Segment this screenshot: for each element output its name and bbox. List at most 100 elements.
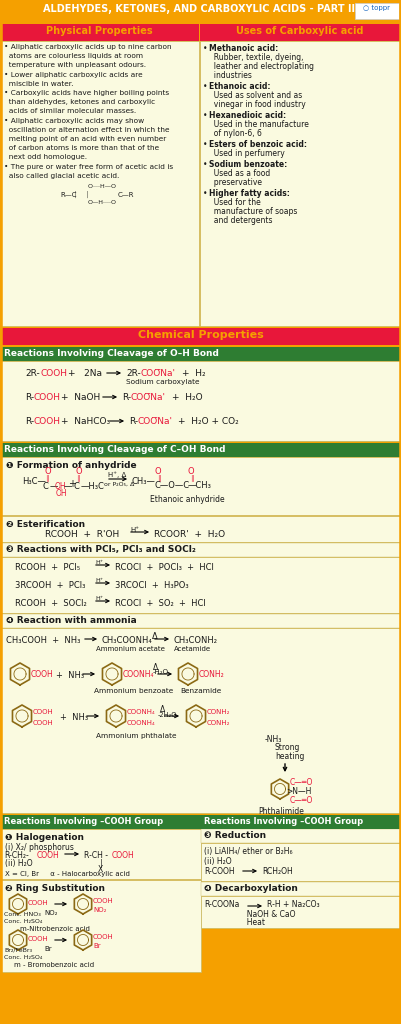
Text: CONH₂: CONH₂ <box>207 709 230 715</box>
Text: C—═O: C—═O <box>289 778 313 787</box>
Text: atoms are colourless liquids at room: atoms are colourless liquids at room <box>4 53 143 59</box>
Text: ○ toppr: ○ toppr <box>363 5 389 11</box>
FancyBboxPatch shape <box>1 628 400 813</box>
Text: R-: R- <box>25 417 34 426</box>
Text: >N—H: >N—H <box>285 787 311 796</box>
Text: COOH: COOH <box>33 709 54 715</box>
Text: RCOOR'  +  H₂O: RCOOR' + H₂O <box>154 530 225 539</box>
Text: •: • <box>203 160 209 169</box>
Text: COOH: COOH <box>37 851 60 860</box>
Text: —H₃C: —H₃C <box>81 482 105 490</box>
Text: -H₂O: -H₂O <box>153 669 168 675</box>
Text: RCOCl  +  SO₂  +  HCl: RCOCl + SO₂ + HCl <box>115 599 205 608</box>
FancyBboxPatch shape <box>200 882 400 896</box>
FancyBboxPatch shape <box>1 815 200 829</box>
Text: Rubber, textile, dyeing,: Rubber, textile, dyeing, <box>209 53 303 62</box>
FancyBboxPatch shape <box>1 443 400 457</box>
Text: C—═O: C—═O <box>289 796 313 805</box>
Text: COO̅Na': COO̅Na' <box>131 393 166 402</box>
Text: C: C <box>74 482 80 490</box>
Text: Uses of Carboxylic acid: Uses of Carboxylic acid <box>236 26 363 36</box>
Text: Used as a food: Used as a food <box>209 169 269 178</box>
Text: ❷ Ring Substitution: ❷ Ring Substitution <box>5 884 105 893</box>
Text: R-: R- <box>25 393 34 402</box>
FancyBboxPatch shape <box>200 815 400 829</box>
Text: CH₃COONH₄: CH₃COONH₄ <box>102 636 152 645</box>
Text: 2R-: 2R- <box>126 369 140 378</box>
Text: Ammonium phthalate: Ammonium phthalate <box>96 733 176 739</box>
FancyBboxPatch shape <box>1 328 400 345</box>
Text: Used as solvent and as: Used as solvent and as <box>209 91 302 100</box>
Text: (ii) H₂O: (ii) H₂O <box>203 857 231 866</box>
Text: H₃C—: H₃C— <box>22 477 46 486</box>
FancyBboxPatch shape <box>1 829 200 879</box>
Text: Phthalimide: Phthalimide <box>257 807 303 816</box>
Text: CH₃COOH  +  NH₃: CH₃COOH + NH₃ <box>6 636 80 645</box>
Text: +  H₂O: + H₂O <box>172 393 202 402</box>
Text: +  NH₃: + NH₃ <box>56 671 84 680</box>
Text: Esters of benzoic acid:: Esters of benzoic acid: <box>209 140 306 150</box>
Text: Ammonium benzoate: Ammonium benzoate <box>94 688 173 694</box>
Text: —CH₃: —CH₃ <box>188 481 211 490</box>
Text: Δ: Δ <box>160 705 165 714</box>
Text: Ethanoic anhydride: Ethanoic anhydride <box>150 495 224 504</box>
Text: RCH₂OH: RCH₂OH <box>261 867 292 876</box>
Text: Reactions Involving Cleavage of C–OH Bond: Reactions Involving Cleavage of C–OH Bon… <box>4 445 225 454</box>
Text: +   2Na: + 2Na <box>68 369 102 378</box>
Text: m-Nitrobenzoic acid: m-Nitrobenzoic acid <box>20 926 90 932</box>
FancyBboxPatch shape <box>1 24 198 41</box>
Text: ❶ Formation of anhydride: ❶ Formation of anhydride <box>6 461 136 470</box>
FancyBboxPatch shape <box>1 880 200 972</box>
Text: COOH: COOH <box>41 369 68 378</box>
FancyBboxPatch shape <box>0 0 401 24</box>
Text: ALDEHYDES, KETONES, AND CARBOXYLIC ACIDS - PART III: ALDEHYDES, KETONES, AND CARBOXYLIC ACIDS… <box>43 4 358 14</box>
Text: preservative: preservative <box>209 178 261 187</box>
Text: O····H—O: O····H—O <box>88 184 117 189</box>
FancyBboxPatch shape <box>1 347 400 361</box>
Text: ∥: ∥ <box>76 474 79 481</box>
Text: R-: R- <box>129 417 138 426</box>
Text: COOH: COOH <box>28 936 49 942</box>
Text: H⁺, Δ: H⁺, Δ <box>108 471 126 478</box>
Text: C—R: C—R <box>118 193 134 198</box>
Text: ∥: ∥ <box>190 474 193 481</box>
Text: RCOOH  +  PCl₅: RCOOH + PCl₅ <box>15 563 80 572</box>
Text: COOH: COOH <box>31 670 54 679</box>
Text: CONH₂: CONH₂ <box>207 720 230 726</box>
Text: +  NaOH: + NaOH <box>61 393 100 402</box>
Text: of nylon-6, 6: of nylon-6, 6 <box>209 129 261 138</box>
Text: RCOOH  +  R'OH: RCOOH + R'OH <box>45 530 119 539</box>
Text: Conc. H₂SO₄: Conc. H₂SO₄ <box>4 955 42 961</box>
Text: Δ: Δ <box>152 632 157 641</box>
Text: Conc. H₂SO₄: Conc. H₂SO₄ <box>4 919 42 924</box>
FancyBboxPatch shape <box>200 896 400 928</box>
Text: Used in the manufacture: Used in the manufacture <box>209 120 308 129</box>
Text: ❷ Esterification: ❷ Esterification <box>6 520 85 529</box>
Text: ❹ Reaction with ammonia: ❹ Reaction with ammonia <box>6 616 136 625</box>
Text: Chemical Properties: Chemical Properties <box>138 330 263 340</box>
Text: Δ: Δ <box>153 663 158 672</box>
Text: • Lower aliphatic carboxylic acids are: • Lower aliphatic carboxylic acids are <box>4 72 142 78</box>
Text: RCOCl  +  POCl₃  +  HCl: RCOCl + POCl₃ + HCl <box>115 563 213 572</box>
Text: 3RCOOH  +  PCl₃: 3RCOOH + PCl₃ <box>15 581 85 590</box>
Text: ❹ Decarboxylation: ❹ Decarboxylation <box>203 884 297 893</box>
Text: oscillation or alternation effect in which the: oscillation or alternation effect in whi… <box>4 127 169 133</box>
Text: R-H + Na₂CO₃: R-H + Na₂CO₃ <box>266 900 319 909</box>
Text: Reactions Involving Cleavage of O–H Bond: Reactions Involving Cleavage of O–H Bond <box>4 349 218 358</box>
Text: —: — <box>50 482 58 490</box>
Text: NaOH & CaO: NaOH & CaO <box>203 910 295 919</box>
Text: of carbon atoms is more than that of the: of carbon atoms is more than that of the <box>4 145 159 152</box>
FancyBboxPatch shape <box>200 829 400 843</box>
Text: (i) X₂/ phosphorus: (i) X₂/ phosphorus <box>5 843 74 852</box>
Text: •: • <box>203 189 209 198</box>
Text: • The pure or water free form of acetic acid is: • The pure or water free form of acetic … <box>4 164 173 170</box>
Text: CH₃CONH₂: CH₃CONH₂ <box>174 636 217 645</box>
Text: CH₃—: CH₃— <box>132 477 156 486</box>
Text: leather and electroplating: leather and electroplating <box>209 62 313 71</box>
Text: (ii) H₂O: (ii) H₂O <box>5 859 32 868</box>
Text: CONH₂: CONH₂ <box>198 670 224 679</box>
Text: • Aliphatic carboxylic acids up to nine carbon: • Aliphatic carboxylic acids up to nine … <box>4 44 171 50</box>
Text: •: • <box>203 111 209 120</box>
FancyBboxPatch shape <box>1 457 400 515</box>
FancyBboxPatch shape <box>354 3 398 19</box>
